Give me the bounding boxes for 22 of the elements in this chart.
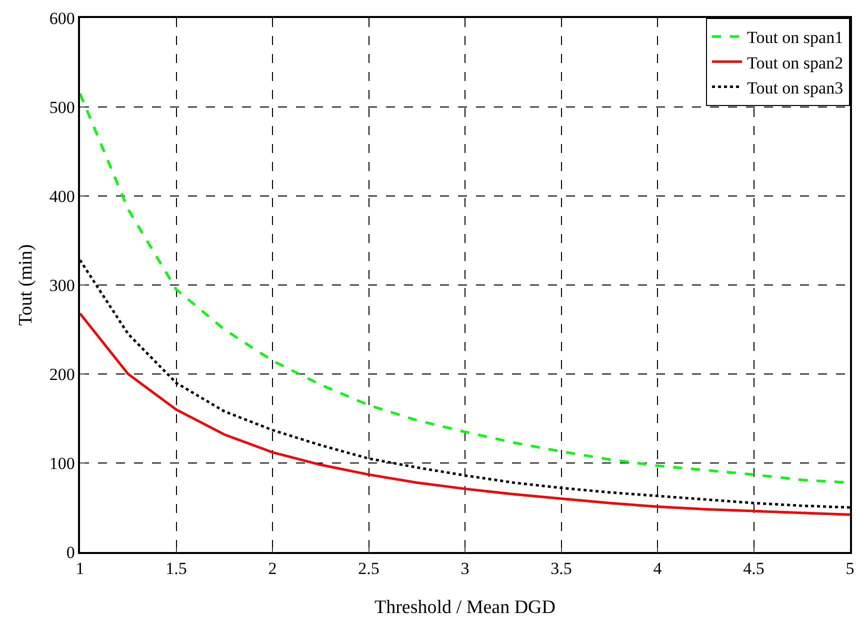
y-tick-label: 600 (49, 8, 75, 28)
x-axis-title: Threshold / Mean DGD (374, 597, 556, 618)
x-tick-label: 4.5 (743, 559, 764, 578)
x-tick-label: 1.5 (166, 559, 187, 578)
y-tick-label: 300 (49, 276, 75, 295)
y-axis-title: Tout (min) (16, 244, 36, 326)
y-tick-label: 100 (49, 454, 75, 473)
line-series (80, 312, 850, 516)
x-tick-label: 3 (460, 559, 470, 578)
x-tick-label: 2.5 (358, 559, 380, 578)
x-tick-label: 2 (268, 559, 277, 578)
y-tick-label: 0 (66, 542, 75, 562)
x-tick-label: 5 (846, 559, 854, 578)
legend-label: Tout on span3 (747, 78, 844, 98)
x-tick-label: 4 (653, 559, 662, 578)
y-tick-label: 500 (49, 98, 75, 117)
x-tick-label: 3.5 (550, 559, 572, 578)
legend-label: Tout on span2 (747, 53, 844, 72)
legend-label: Tout on span1 (747, 28, 844, 48)
y-tick-label: 200 (49, 364, 75, 384)
y-tick-label: 400 (49, 186, 75, 206)
x-tick-label: 1 (76, 559, 84, 578)
